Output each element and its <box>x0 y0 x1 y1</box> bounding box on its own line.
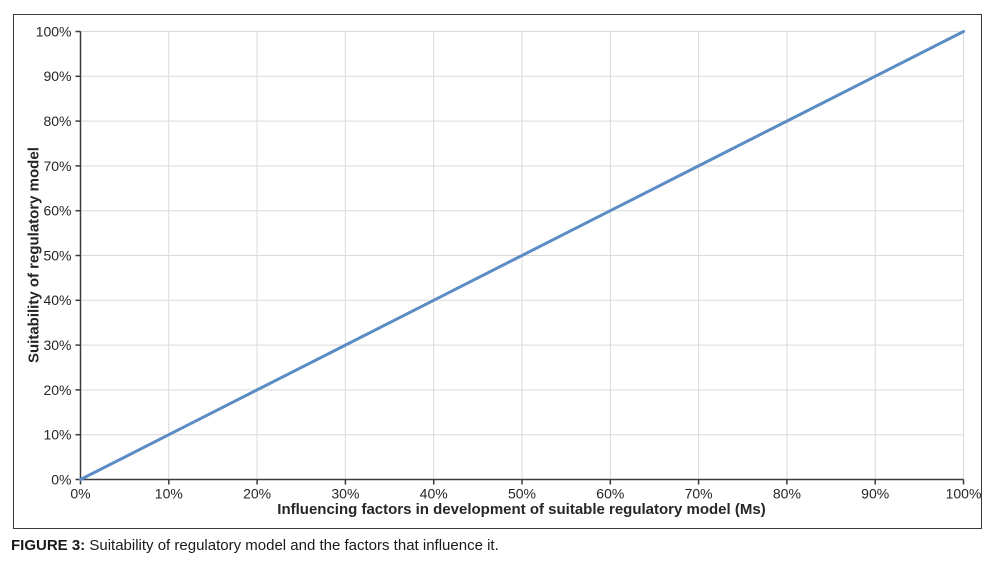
x-tick-label: 20% <box>243 486 271 502</box>
y-tick-label: 0% <box>51 471 71 487</box>
x-tick-label: 70% <box>685 486 713 502</box>
y-tick-label: 70% <box>43 158 71 174</box>
y-tick-label: 40% <box>43 292 71 308</box>
y-tick-label: 20% <box>43 382 71 398</box>
x-tick-label: 80% <box>773 486 801 502</box>
x-tick-label: 50% <box>508 486 536 502</box>
y-tick-label: 60% <box>43 203 71 219</box>
y-tick-label: 50% <box>43 247 71 263</box>
x-tick-label: 100% <box>946 486 981 502</box>
x-tick-label: 10% <box>155 486 183 502</box>
x-axis-title: Influencing factors in development of su… <box>277 501 766 518</box>
y-axis-title: Suitability of regulatory model <box>25 147 43 363</box>
figure-caption-label: FIGURE 3: <box>11 537 86 554</box>
y-tick-label: 100% <box>36 23 72 39</box>
chart-figure: 0% 10% 20% 30% 40% 50% 60% 70% 80% 90% 100% 0% 10% 20… <box>13 14 982 529</box>
y-tick-label: 80% <box>43 113 71 129</box>
y-tick-label: 30% <box>43 337 71 353</box>
y-tick-label: 90% <box>43 68 71 84</box>
data-series-line <box>79 30 965 481</box>
x-tick-label: 60% <box>596 486 624 502</box>
y-tick-label: 10% <box>43 427 71 443</box>
plot-svg: 0% 10% 20% 30% 40% 50% 60% 70% 80% 90% 100% 0% 10% 20… <box>36 23 981 502</box>
figure-caption: FIGURE 3: Suitability of regulatory mode… <box>11 537 499 554</box>
x-tick-label: 90% <box>861 486 889 502</box>
figure-caption-text: Suitability of regulatory model and the … <box>85 537 499 554</box>
x-tick-label: 30% <box>331 486 359 502</box>
x-tick-label: 0% <box>70 486 90 502</box>
x-tick-label: 40% <box>420 486 448 502</box>
